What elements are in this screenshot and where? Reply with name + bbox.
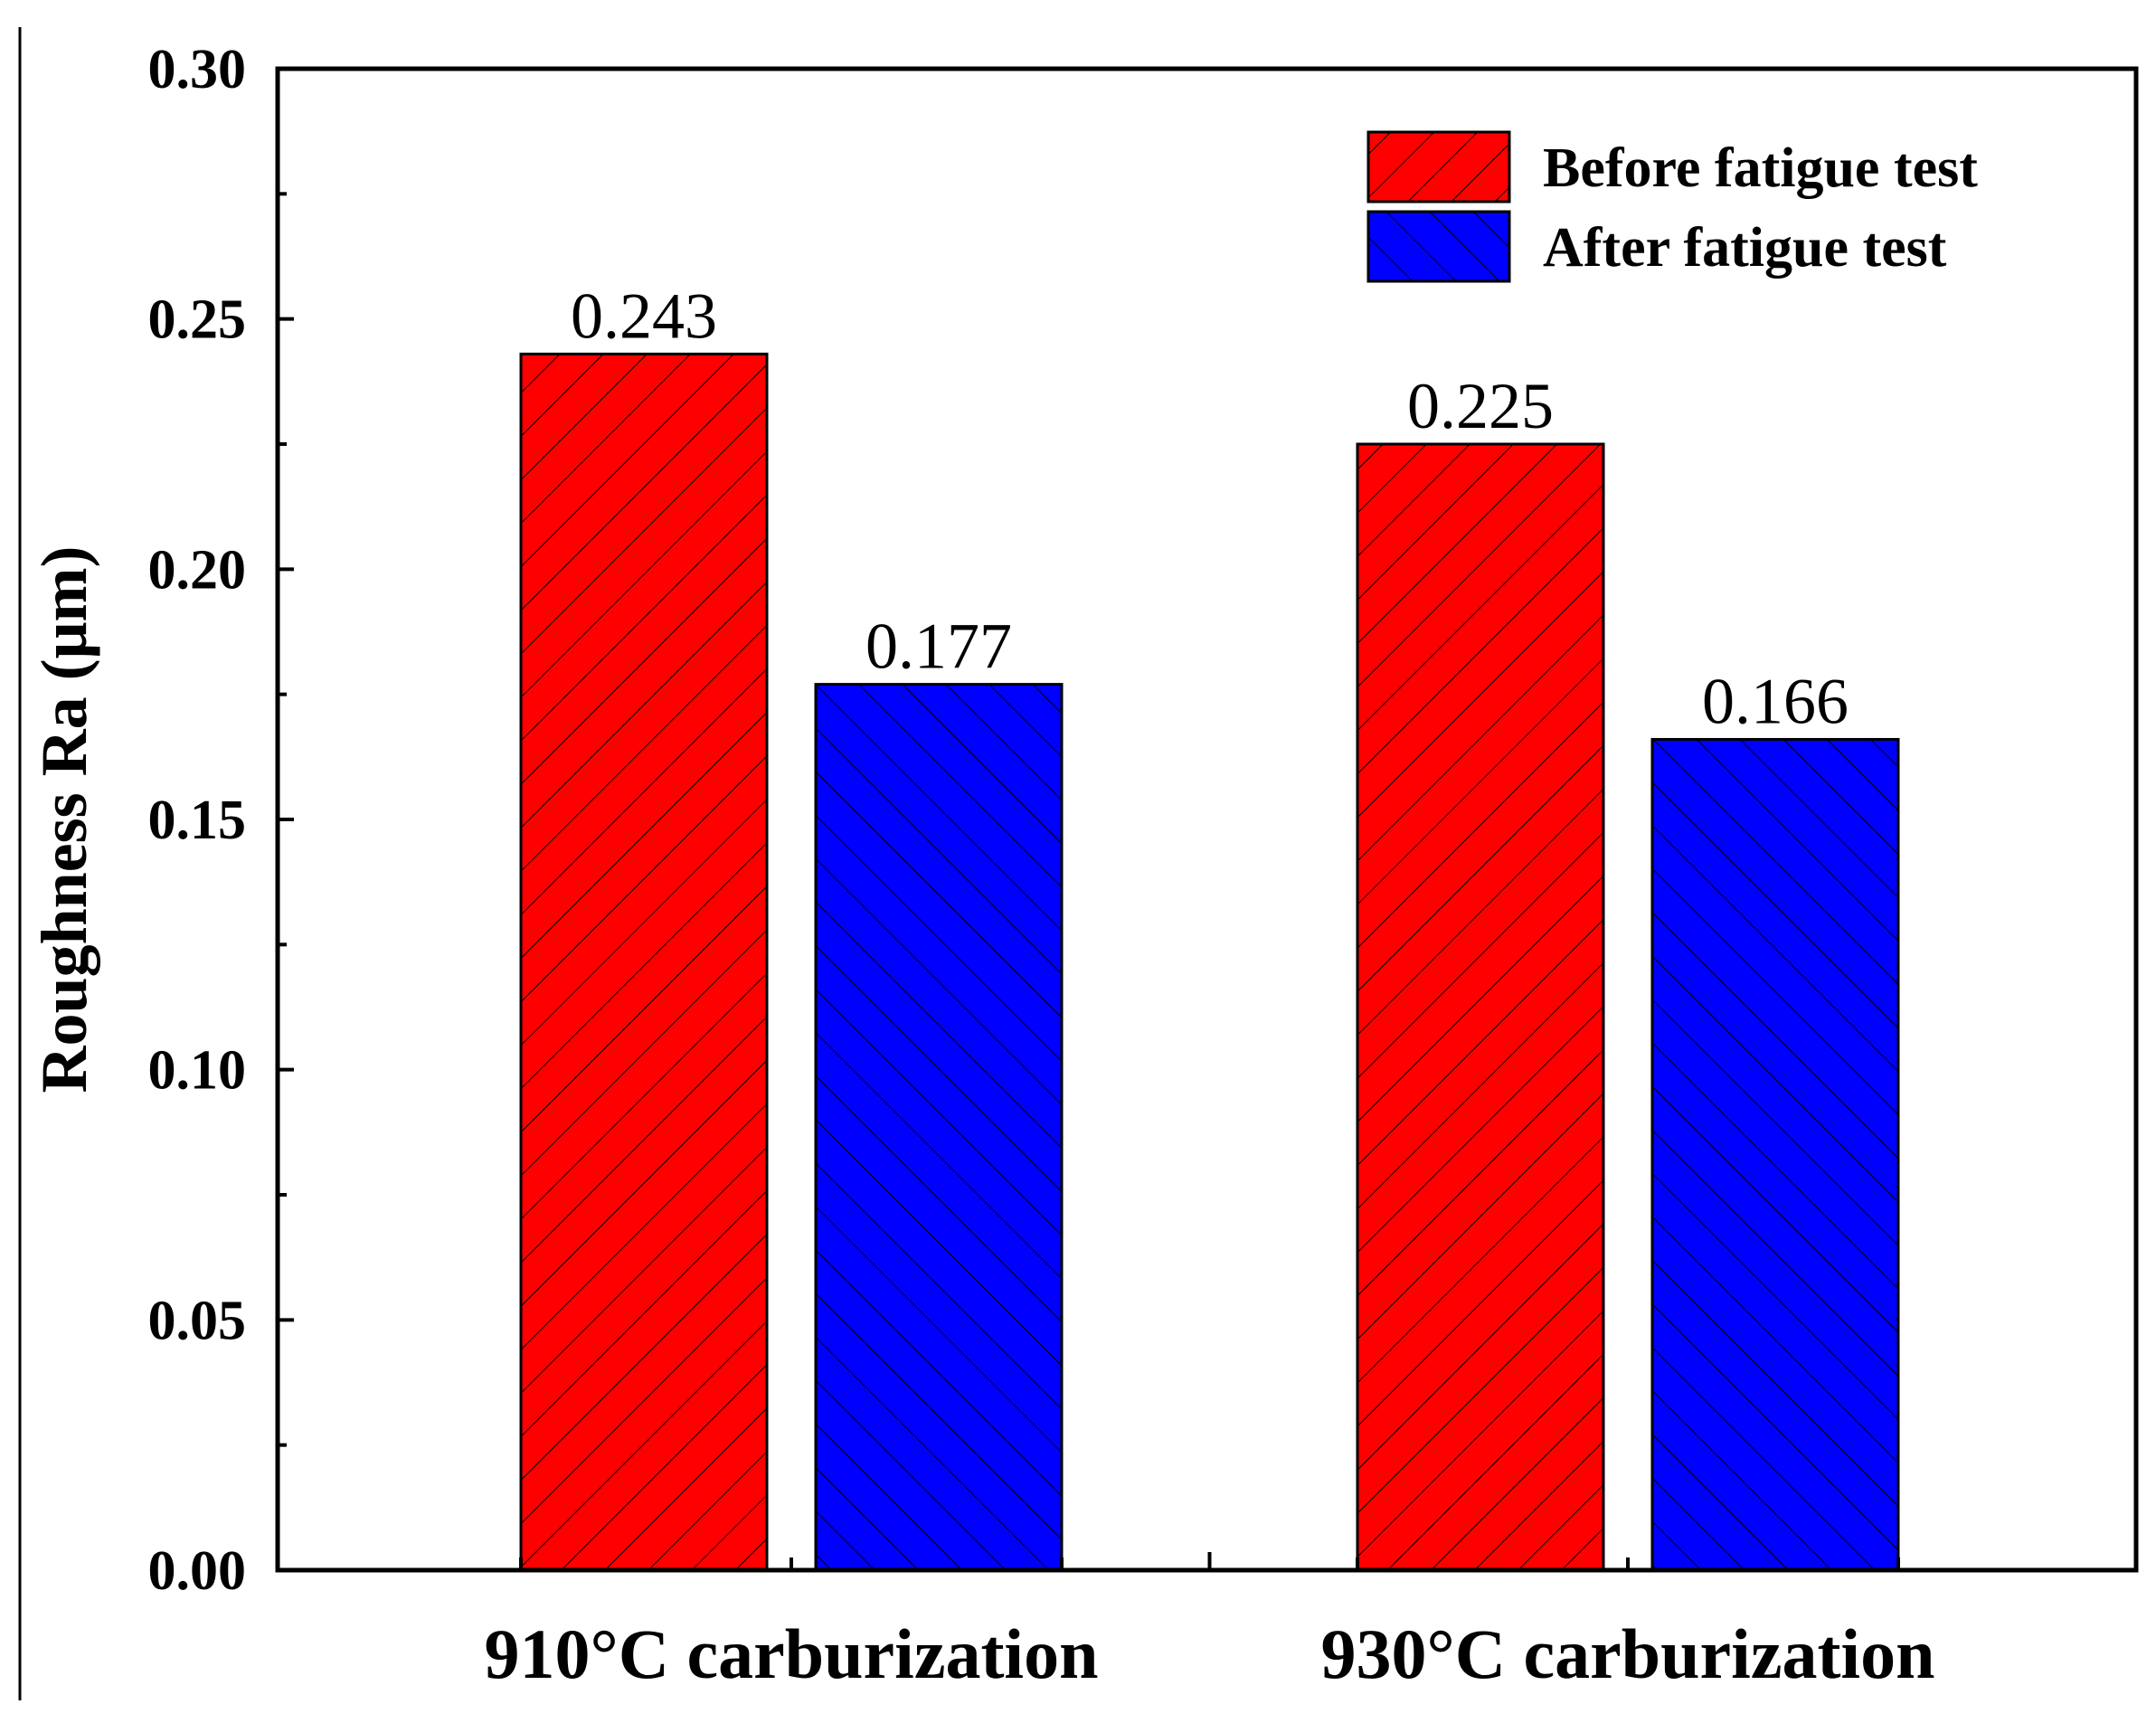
bars: 0.243 0.177 0.225 0.166 [519, 279, 1900, 1572]
x-category-label: 930°C carburization [1321, 1614, 1935, 1693]
legend-label-before: Before fatigue test [1543, 137, 1978, 199]
bar-value-label: 0.243 [571, 279, 717, 352]
bar-value-label: 0.225 [1407, 370, 1554, 442]
y-axis: 0.00 0.05 0.10 0.15 0.20 0.25 0.30 [148, 39, 294, 1602]
y-tick-label: 0.15 [148, 790, 247, 851]
bar-hatch [1357, 444, 1603, 1570]
x-category-label: 910°C carburization [485, 1614, 1099, 1693]
x-axis: 910°C carburization 930°C carburization [485, 1552, 1935, 1693]
y-tick-label: 0.00 [148, 1540, 247, 1602]
bar-hatch [521, 354, 767, 1570]
y-tick-label: 0.30 [148, 39, 247, 100]
bar-hatch [1652, 739, 1898, 1570]
legend-swatch-before-hatch [1368, 132, 1509, 202]
legend-swatch-after-hatch [1368, 212, 1509, 281]
y-tick-label: 0.05 [148, 1290, 247, 1351]
bar-hatch [816, 684, 1062, 1570]
y-axis-title: Roughness Ra (μm) [28, 546, 100, 1093]
y-tick-label: 0.10 [148, 1040, 247, 1102]
plot-frame [275, 66, 2139, 1573]
bar-value-label: 0.177 [865, 611, 1012, 683]
y-tick-label: 0.25 [148, 289, 247, 351]
bar-value-label: 0.166 [1702, 665, 1849, 737]
y-tick-label: 0.20 [148, 539, 247, 601]
legend-label-after: After fatigue test [1543, 217, 1947, 279]
legend: Before fatigue test After fatigue test [1366, 130, 1978, 283]
